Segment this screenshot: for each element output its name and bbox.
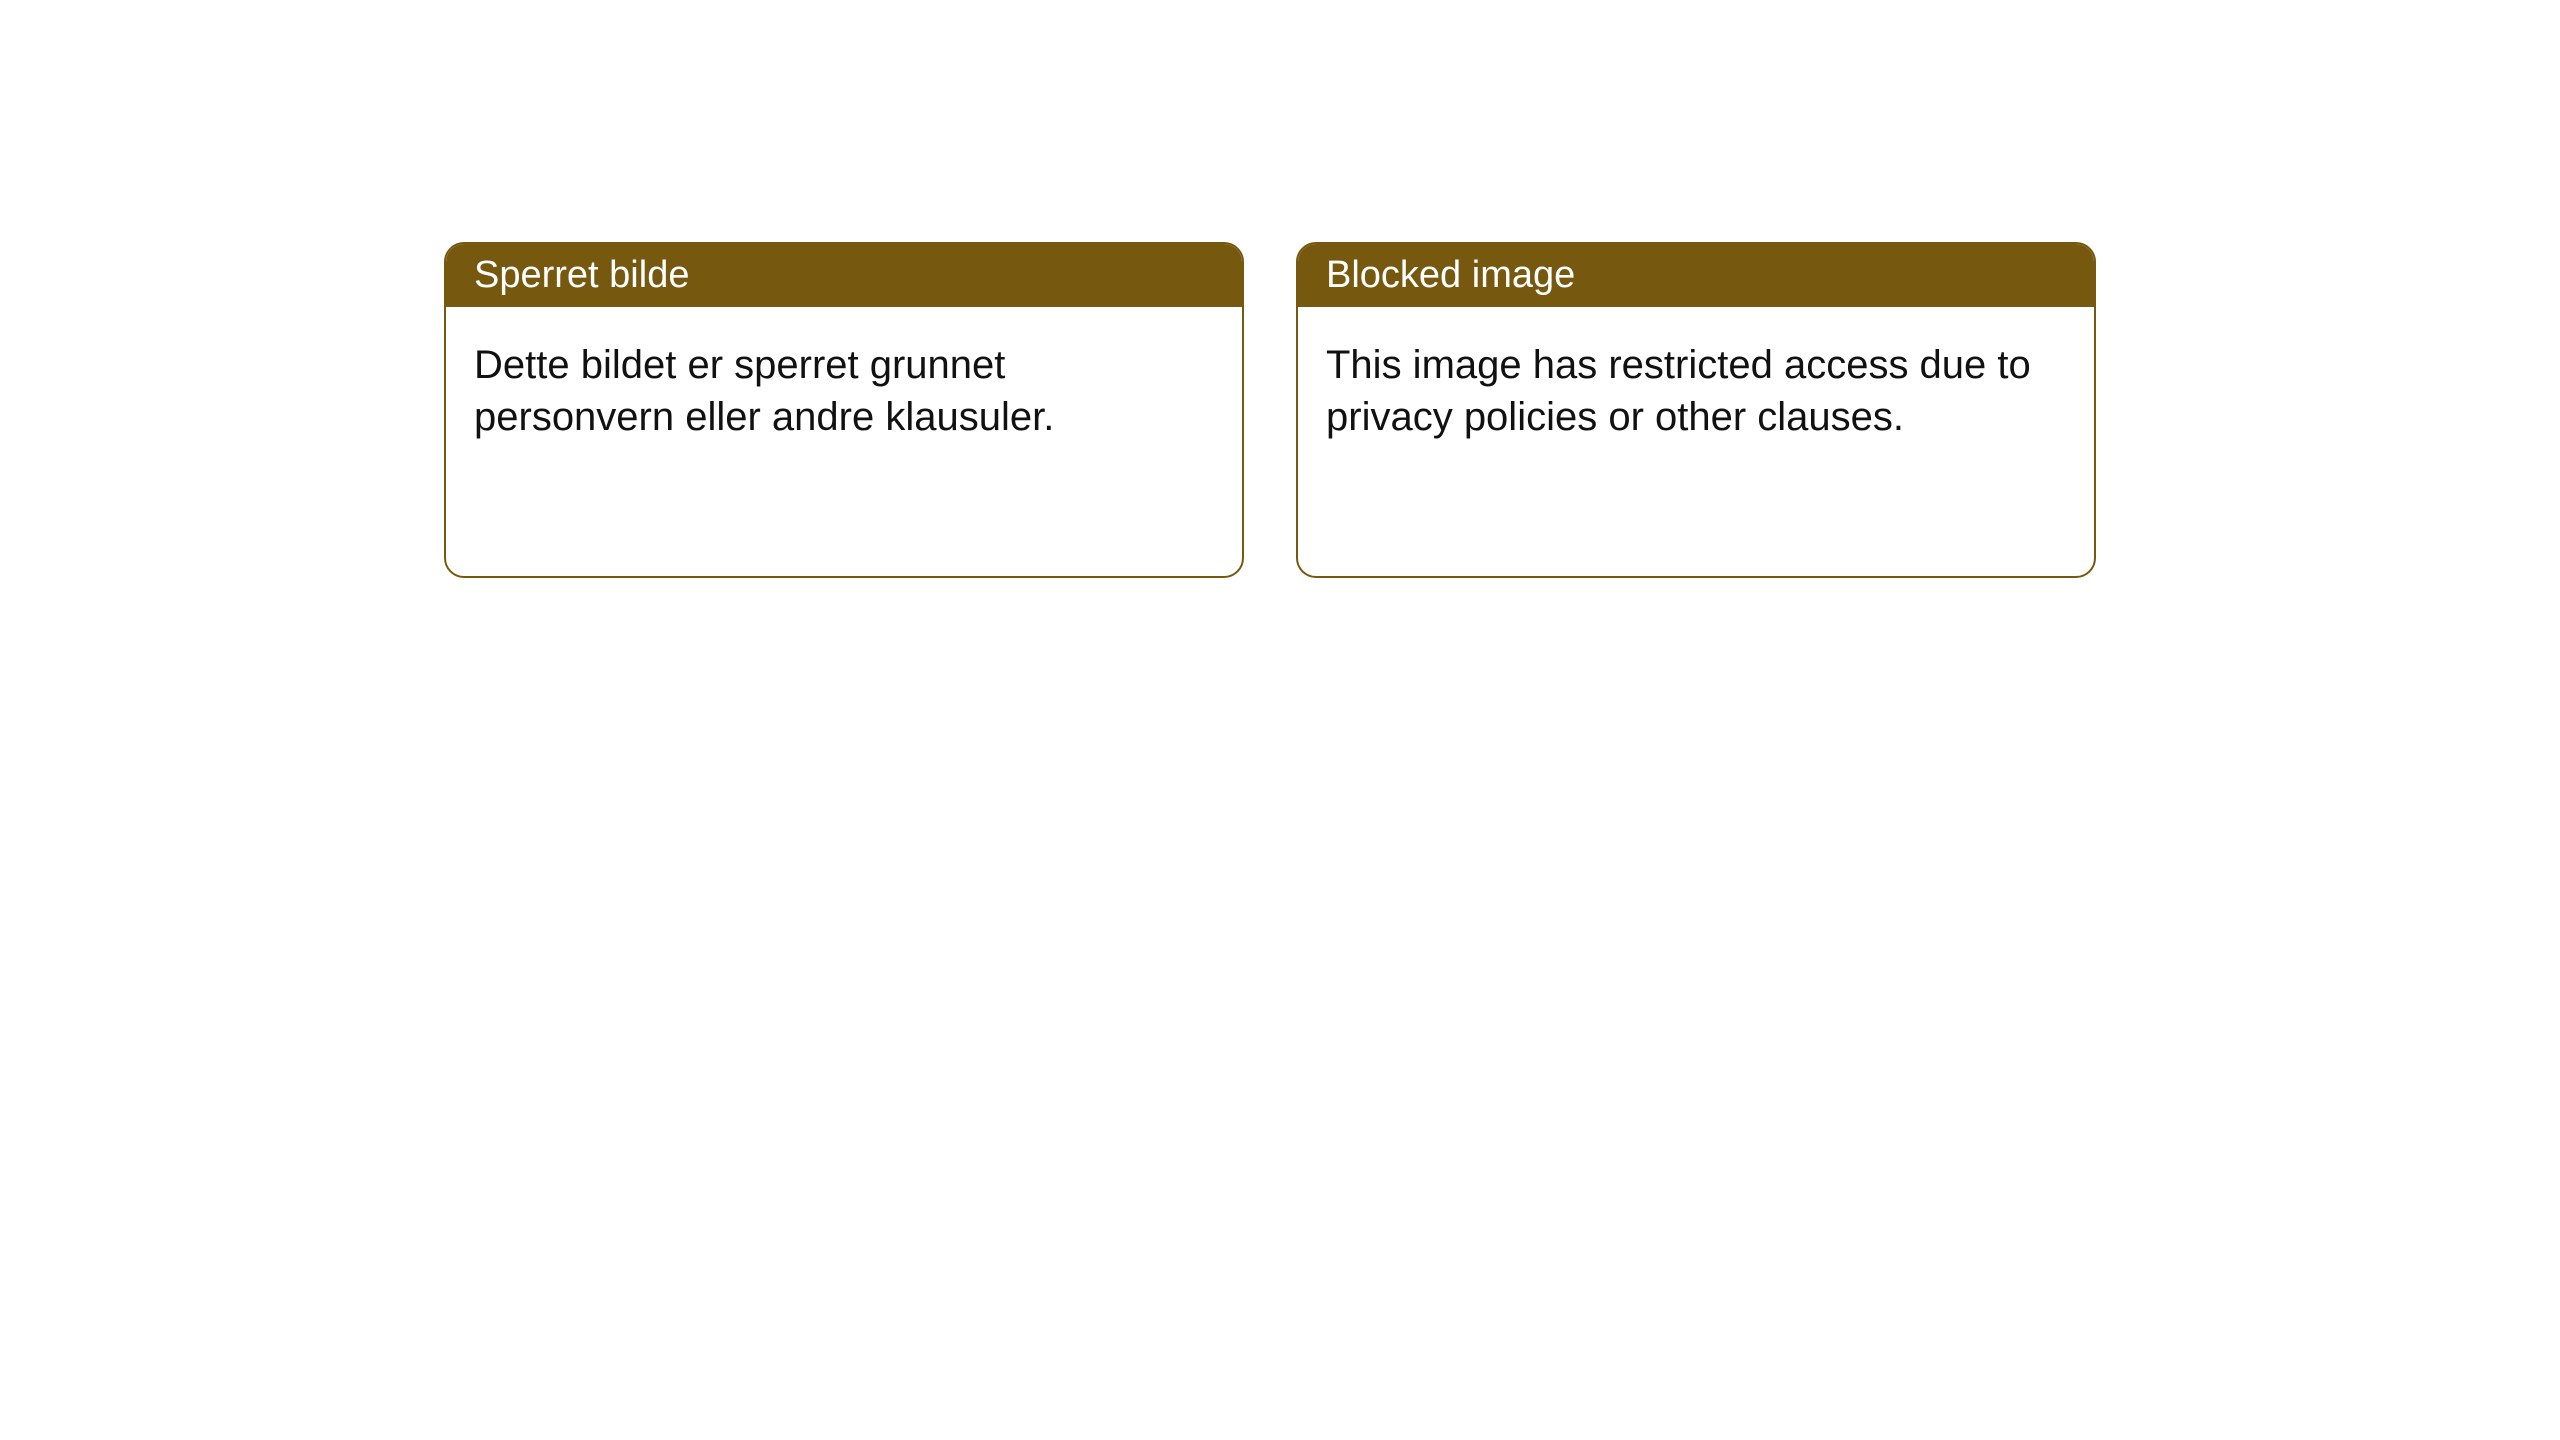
notice-card-english: Blocked image This image has restricted … — [1296, 242, 2096, 578]
notice-text-english: This image has restricted access due to … — [1326, 343, 2031, 439]
notice-title-english: Blocked image — [1326, 254, 1575, 296]
notice-card-norwegian: Sperret bilde Dette bildet er sperret gr… — [444, 242, 1244, 578]
notice-header-english: Blocked image — [1298, 244, 2094, 307]
notice-container: Sperret bilde Dette bildet er sperret gr… — [444, 242, 2096, 578]
notice-body-norwegian: Dette bildet er sperret grunnet personve… — [446, 307, 1242, 475]
notice-title-norwegian: Sperret bilde — [474, 254, 689, 296]
notice-header-norwegian: Sperret bilde — [446, 244, 1242, 307]
notice-body-english: This image has restricted access due to … — [1298, 307, 2094, 475]
notice-text-norwegian: Dette bildet er sperret grunnet personve… — [474, 343, 1054, 439]
